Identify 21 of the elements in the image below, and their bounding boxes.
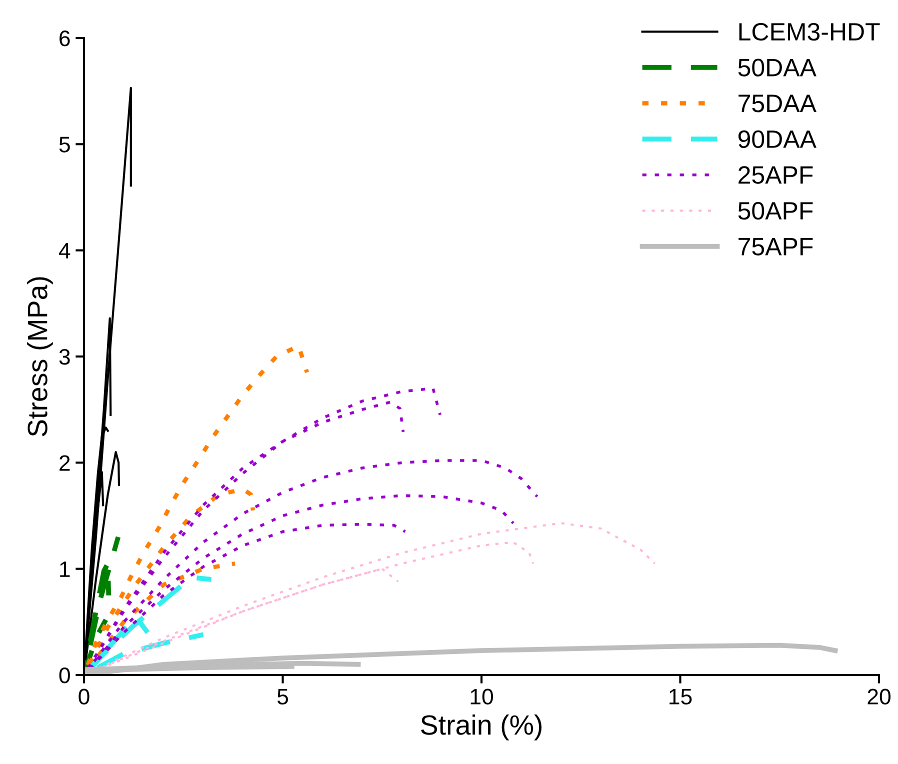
y-tick-label: 4	[58, 243, 70, 258]
y-tick-label: 1	[60, 562, 70, 577]
x-tick-label: 0	[78, 688, 90, 705]
x-tick-label: 10	[470, 688, 493, 705]
y-axis-title: Stress (MPa)	[27, 277, 53, 436]
y-tick-label: 3	[59, 349, 70, 365]
y-tick-label: 2	[60, 455, 70, 471]
legend-label: 25APF	[738, 166, 813, 184]
y-tick-label: 6	[60, 30, 70, 46]
x-tick-label: 15	[670, 689, 692, 705]
legend-label: 90DAA	[738, 130, 816, 148]
y-tick-label: 0	[59, 668, 70, 684]
y-tick-label: 5	[59, 136, 70, 152]
legend-label: 75APF	[738, 238, 813, 256]
x-tick-label: 20	[868, 688, 890, 705]
legend-label: 50APF	[738, 202, 813, 220]
x-tick-label: 5	[277, 689, 288, 705]
x-axis-title: Strain (%)	[421, 714, 542, 740]
legend-label: 75DAA	[738, 94, 816, 112]
legend-label: 50DAA	[738, 58, 816, 76]
legend-label: LCEM3-HDT	[739, 22, 880, 41]
